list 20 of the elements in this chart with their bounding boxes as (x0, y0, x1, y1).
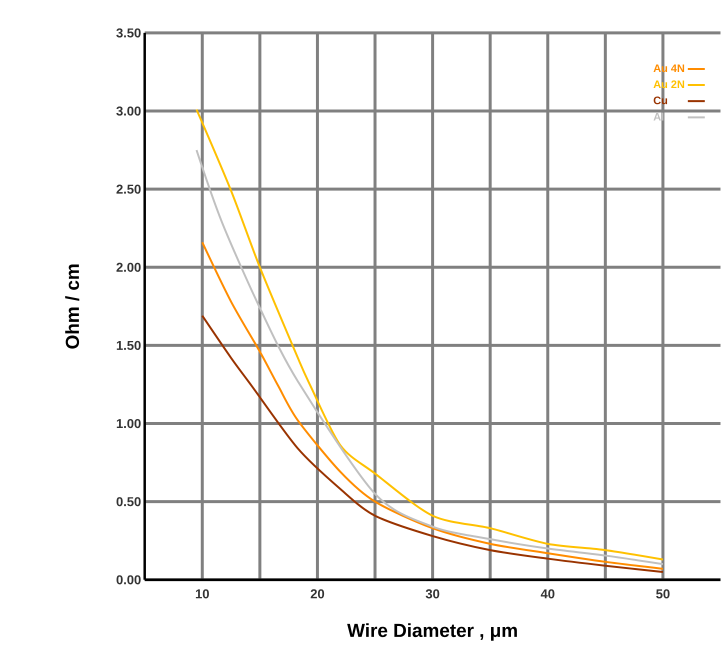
y-tick-label: 1.50 (116, 341, 141, 350)
y-tick-label: 3.50 (116, 28, 141, 38)
y-tick-label: 1.00 (116, 419, 141, 428)
line-series (201, 314, 664, 574)
legend-label: Au 2N (654, 80, 684, 88)
y-tick-label: 0.50 (116, 497, 141, 506)
line-series (201, 241, 664, 570)
x-tick-label: 40 (540, 589, 554, 599)
x-tick-label: 50 (656, 589, 670, 599)
x-axis-title: Wire Diameter , μm (347, 623, 517, 641)
y-tick-label: 2.00 (116, 262, 141, 272)
y-tick-label: 2.50 (116, 184, 141, 194)
y-tick-label: 0.00 (116, 575, 141, 585)
legend-label: Au 4N (654, 64, 684, 72)
y-axis-title: Ohm / cm (65, 264, 80, 349)
x-tick-label: 20 (310, 589, 324, 599)
legend-label: Cu (654, 96, 668, 104)
x-tick-label: 10 (196, 589, 209, 599)
x-tick-label: 30 (426, 589, 440, 599)
y-tick-label: 3.00 (116, 106, 141, 116)
